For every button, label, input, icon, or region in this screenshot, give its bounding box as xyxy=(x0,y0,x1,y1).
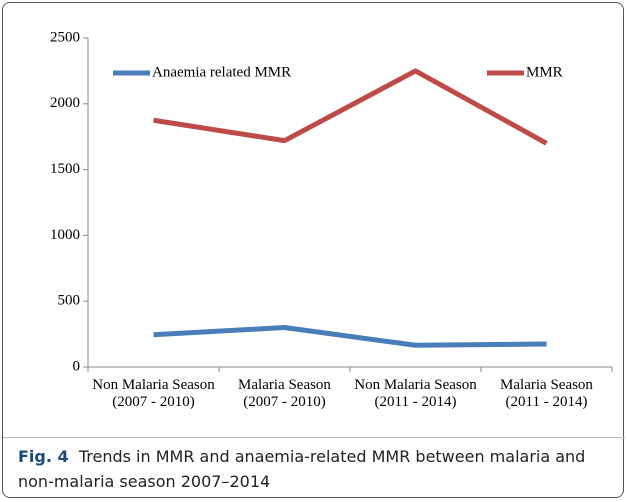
x-tick-label: Malaria Season (2007 - 2010) xyxy=(238,377,331,410)
separator xyxy=(3,437,625,438)
x-tick-label: Malaria Season (2011 - 2014) xyxy=(500,377,593,410)
legend-label: MMR xyxy=(526,64,563,80)
y-tick-label: 0 xyxy=(73,358,81,374)
series-line xyxy=(153,68,548,146)
y-tick-label: 1000 xyxy=(50,227,80,243)
series-line xyxy=(153,325,547,348)
x-tick-label: Non Malaria Season (2011 - 2014) xyxy=(354,377,477,410)
x-tick-label: Non Malaria Season (2007 - 2010) xyxy=(92,377,215,410)
y-tick-label: 2000 xyxy=(50,95,80,111)
y-tick-label: 1500 xyxy=(50,161,80,177)
caption: Fig. 4 Trends in MMR and anaemia-related… xyxy=(18,444,598,494)
figure-frame xyxy=(2,2,624,498)
caption-label: Fig. 4 xyxy=(18,447,69,466)
caption-text: Trends in MMR and anaemia-related MMR be… xyxy=(18,447,586,491)
y-tick-label: 2500 xyxy=(50,29,80,45)
y-tick-label: 500 xyxy=(58,293,81,309)
legend-label: Anaemia related MMR xyxy=(152,64,291,80)
